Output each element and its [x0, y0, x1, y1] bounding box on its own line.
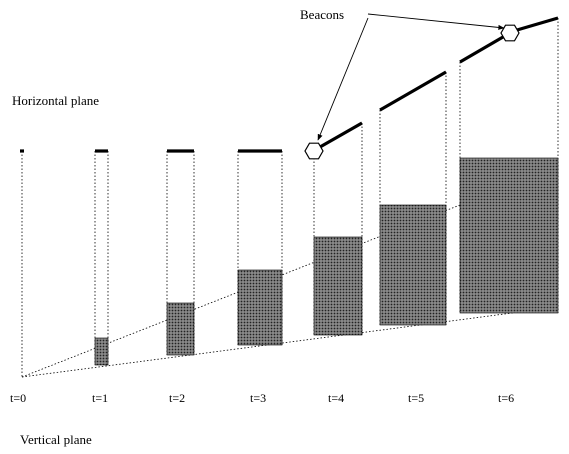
- beacon-hexagon-icon: [304, 142, 324, 160]
- horizontal-plane-label: Horizontal plane: [12, 93, 99, 108]
- block-t6: [459, 157, 559, 314]
- horizontal-bars: [20, 16, 559, 153]
- bar-t5: [379, 70, 447, 112]
- time-label: t=0: [10, 391, 26, 405]
- bar-t4: [319, 121, 363, 149]
- time-label: t=6: [498, 391, 514, 405]
- time-step-labels: t=0 t=1 t=2 t=3 t=4 t=5 t=6: [10, 391, 514, 405]
- beacons-label: Beacons: [300, 7, 344, 22]
- bar-t6a: [459, 35, 504, 64]
- beacons-callout: [317, 13, 505, 141]
- beacon-hexagon-icon: [500, 24, 520, 42]
- block-t5: [379, 204, 447, 326]
- bar-t6b: [516, 16, 559, 32]
- block-t4: [313, 236, 363, 336]
- time-label: t=4: [328, 391, 344, 405]
- time-label: t=2: [169, 391, 185, 405]
- callout-to-beacon-left: [317, 17, 369, 141]
- block-t1: [94, 337, 109, 366]
- time-label: t=1: [92, 391, 108, 405]
- vertical-plane-label: Vertical plane: [20, 432, 92, 447]
- callout-to-beacon-right: [367, 13, 505, 30]
- lower-perspective-line: [21, 309, 536, 378]
- beacons: [304, 24, 520, 160]
- time-label: t=5: [408, 391, 424, 405]
- block-t2: [166, 302, 195, 356]
- time-label: t=3: [250, 391, 266, 405]
- block-t3: [237, 269, 283, 346]
- shaded-blocks: [94, 157, 559, 366]
